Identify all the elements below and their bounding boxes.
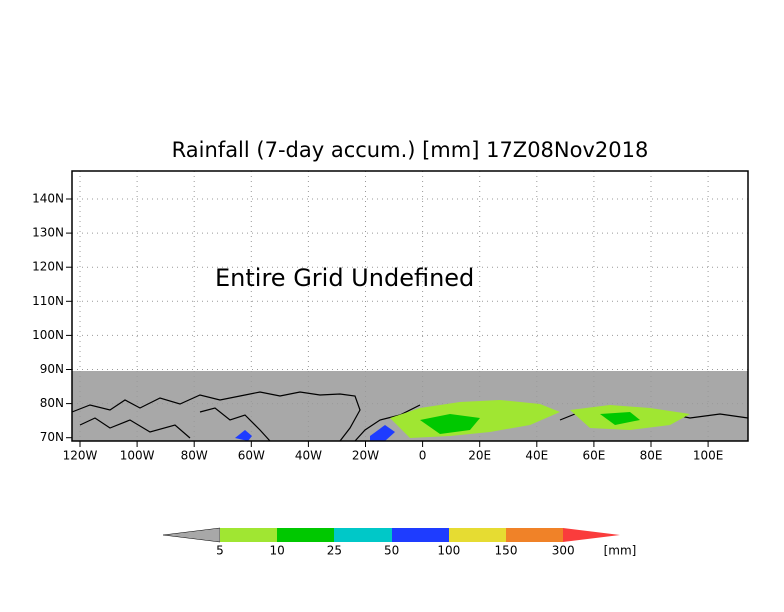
- annotation: Entire Grid Undefined: [215, 264, 474, 292]
- grid: [72, 171, 748, 441]
- colorbar-label: 10: [270, 544, 285, 558]
- lon-label: 40W: [295, 449, 322, 463]
- colorbar-unit: [mm]: [604, 544, 637, 558]
- map-title: Rainfall (7-day accum.) [mm] 17Z08Nov201…: [172, 138, 649, 162]
- colorbar-bin: [334, 528, 392, 542]
- colorbar-label: 5: [216, 544, 224, 558]
- lon-label: 80W: [181, 449, 208, 463]
- lon-label: 20W: [352, 449, 379, 463]
- lat-label: 120N: [32, 260, 64, 274]
- lat-label: 100N: [32, 328, 64, 342]
- lon-label: 0: [419, 449, 427, 463]
- lon-label: 40E: [525, 449, 548, 463]
- colorbar-label: 50: [384, 544, 399, 558]
- colorbar-high: [563, 528, 620, 542]
- colorbar-bin: [220, 528, 277, 542]
- lon-label: 60E: [582, 449, 605, 463]
- colorbar-label: 25: [327, 544, 342, 558]
- colorbar-label: 300: [552, 544, 575, 558]
- lon-label: 100E: [693, 449, 724, 463]
- lat-label: 140N: [32, 192, 64, 206]
- colorbar-label: 100: [437, 544, 460, 558]
- lon-label: 120W: [63, 449, 98, 463]
- lon-label: 60W: [238, 449, 265, 463]
- lat-label: 130N: [32, 226, 64, 240]
- colorbar-bin: [506, 528, 563, 542]
- colorbar-label: 150: [495, 544, 518, 558]
- colorbar-bin: [277, 528, 334, 542]
- lon-label: 100W: [120, 449, 155, 463]
- lat-label: 90N: [40, 362, 64, 376]
- rain-patches: [235, 400, 690, 441]
- colorbar: 5 10 25 50 100 150 300 [mm]: [162, 527, 637, 558]
- lat-label: 110N: [32, 294, 64, 308]
- map-frame: [71, 170, 749, 442]
- colorbar-bin: [392, 528, 449, 542]
- lon-label: 80E: [640, 449, 663, 463]
- lat-label: 70N: [40, 430, 64, 444]
- lon-label: 20E: [468, 449, 491, 463]
- colorbar-low: [162, 527, 221, 543]
- colorbar-bin: [449, 528, 506, 542]
- lat-label: 80N: [40, 396, 64, 410]
